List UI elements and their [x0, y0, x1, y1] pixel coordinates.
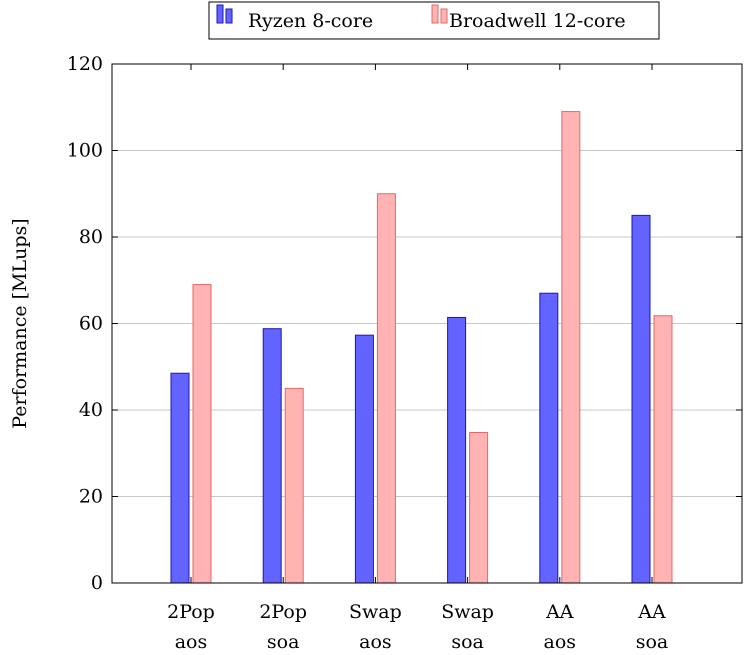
x-tick-label: soa [636, 631, 669, 653]
y-tick-label: 120 [67, 53, 103, 75]
y-tick-label: 40 [79, 399, 103, 421]
y-axis-ticks: 0 20 40 60 80 100 120 [67, 53, 742, 594]
y-tick-label: 100 [67, 140, 103, 162]
bar-ryzen [170, 372, 190, 584]
y-tick-label: 20 [79, 486, 103, 508]
x-tick-label: 2Pop [167, 601, 215, 623]
x-tick-label: aos [359, 631, 392, 653]
x-tick-label: Swap [349, 601, 402, 623]
bar-ryzen [539, 292, 559, 584]
x-tick-label: aos [544, 631, 577, 653]
legend-swatch-ryzen [225, 8, 233, 24]
bar-broadwell [653, 315, 673, 584]
bars [170, 111, 673, 584]
x-tick-label: AA [637, 601, 666, 623]
bar-broadwell [469, 431, 489, 584]
legend-label: Ryzen 8-core [248, 10, 373, 32]
x-tick-label: soa [267, 631, 300, 653]
bar-ryzen [354, 334, 374, 584]
legend: Ryzen 8-core Broadwell 12-core [208, 1, 660, 40]
x-tick-label: soa [451, 631, 484, 653]
legend-label: Broadwell 12-core [449, 10, 626, 32]
x-tick-label: Swap [441, 601, 494, 623]
y-tick-label: 0 [91, 572, 103, 594]
y-tick-label: 60 [79, 313, 103, 335]
bar-broadwell [284, 387, 304, 584]
legend-swatch-broadwell [440, 8, 448, 24]
legend-swatch-ryzen [216, 4, 224, 24]
x-tick-label: 2Pop [259, 601, 307, 623]
x-axis-ticks: 2Pop aos 2Pop soa Swap aos Swap soa AA aos AA soa [167, 64, 668, 653]
legend-swatch-broadwell [431, 4, 439, 24]
bar-ryzen [631, 214, 651, 584]
x-tick-label: AA [545, 601, 574, 623]
bar-broadwell [192, 284, 212, 584]
y-tick-label: 80 [79, 226, 103, 248]
bar-ryzen [447, 316, 467, 584]
x-tick-label: aos [175, 631, 208, 653]
bar-ryzen [262, 328, 282, 584]
bar-broadwell [376, 193, 396, 584]
bar-broadwell [561, 111, 581, 584]
y-axis-label: Performance [MLups] [9, 218, 31, 428]
